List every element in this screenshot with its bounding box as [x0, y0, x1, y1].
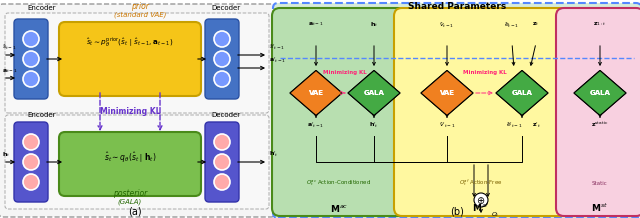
- Text: $\hat{v}_{t-1}$: $\hat{v}_{t-1}$: [440, 20, 454, 30]
- Text: GALA: GALA: [589, 90, 611, 96]
- Text: $\mathbf{a}_{t-1}$: $\mathbf{a}_{t-1}$: [2, 67, 18, 75]
- Text: $\oplus$: $\oplus$: [476, 194, 486, 206]
- Text: Encoder: Encoder: [28, 112, 56, 118]
- Text: $\hat{v}'_{t-1}$: $\hat{v}'_{t-1}$: [438, 120, 455, 130]
- FancyBboxPatch shape: [272, 8, 406, 216]
- FancyBboxPatch shape: [556, 8, 640, 216]
- Circle shape: [23, 134, 39, 150]
- Text: $\hat{s}_{t-1}$: $\hat{s}_{t-1}$: [2, 42, 17, 52]
- Text: Minimizing KL: Minimizing KL: [463, 70, 506, 75]
- FancyBboxPatch shape: [5, 115, 269, 209]
- Text: $\hat{e}_{t-1}$: $\hat{e}_{t-1}$: [504, 20, 520, 30]
- Polygon shape: [290, 70, 342, 116]
- Text: $O_t$: $O_t$: [491, 210, 500, 218]
- Text: $\hat{s}'_{t-1}$: $\hat{s}'_{t-1}$: [269, 42, 285, 52]
- FancyBboxPatch shape: [273, 3, 640, 218]
- Text: $\mathbf{z}'_t$: $\mathbf{z}'_t$: [532, 120, 540, 130]
- Text: Decoder: Decoder: [211, 5, 241, 11]
- Text: Static: Static: [592, 181, 608, 186]
- Circle shape: [23, 71, 39, 87]
- FancyBboxPatch shape: [0, 4, 275, 217]
- Text: prior: prior: [131, 2, 149, 11]
- Text: $\mathbf{h}'_t$: $\mathbf{h}'_t$: [269, 149, 279, 159]
- Text: VAE: VAE: [308, 90, 323, 96]
- Text: Minimizing KL: Minimizing KL: [100, 107, 160, 116]
- FancyBboxPatch shape: [205, 19, 239, 99]
- Text: GALA: GALA: [511, 90, 532, 96]
- Text: posterior: posterior: [113, 189, 147, 198]
- Text: $\mathbf{h}'_t$: $\mathbf{h}'_t$: [369, 120, 379, 130]
- Text: Decoder: Decoder: [211, 112, 241, 118]
- Text: Minimizing KL: Minimizing KL: [323, 70, 367, 75]
- Polygon shape: [348, 70, 400, 116]
- Text: (standard VAE): (standard VAE): [114, 11, 166, 18]
- Text: $\mathbf{h}_t$: $\mathbf{h}_t$: [370, 20, 378, 29]
- Polygon shape: [574, 70, 626, 116]
- Text: $\hat{s}_t \sim p^{\mathrm{prior}}_{\theta}(\hat{s}_t \mid \hat{s}_{t-1}, \mathb: $\hat{s}_t \sim p^{\mathrm{prior}}_{\the…: [86, 35, 173, 49]
- Polygon shape: [496, 70, 548, 116]
- Text: $\hat{e}'_{t-1}$: $\hat{e}'_{t-1}$: [506, 120, 522, 130]
- FancyBboxPatch shape: [14, 122, 48, 202]
- Circle shape: [214, 174, 230, 190]
- FancyBboxPatch shape: [205, 122, 239, 202]
- Text: Shared Parameters: Shared Parameters: [408, 2, 506, 11]
- Circle shape: [214, 31, 230, 47]
- Text: $\mathbf{z}^{\mathrm{static}}$: $\mathbf{z}^{\mathrm{static}}$: [591, 120, 609, 129]
- Text: $\mathbf{a}'_{t-1}$: $\mathbf{a}'_{t-1}$: [307, 120, 324, 130]
- Text: $\mathbf{a}_{t-1}$: $\mathbf{a}_{t-1}$: [308, 20, 324, 28]
- Text: $\mathbf{z}_t$: $\mathbf{z}_t$: [532, 20, 540, 28]
- Text: $\mathbf{a}'_{t-1}$: $\mathbf{a}'_{t-1}$: [269, 55, 286, 65]
- Circle shape: [214, 134, 230, 150]
- Circle shape: [23, 174, 39, 190]
- Circle shape: [474, 193, 488, 207]
- Text: VAE: VAE: [440, 90, 454, 96]
- Circle shape: [23, 154, 39, 170]
- Text: $\hat{s}_t \sim q_{\theta}(\hat{s}_t \mid \mathbf{h}_t)$: $\hat{s}_t \sim q_{\theta}(\hat{s}_t \mi…: [104, 151, 156, 165]
- Text: (b): (b): [450, 206, 464, 216]
- Polygon shape: [290, 70, 342, 116]
- Circle shape: [214, 154, 230, 170]
- Text: GALA: GALA: [364, 90, 385, 96]
- Text: $\mathbf{z}_{1:t}$: $\mathbf{z}_{1:t}$: [593, 20, 607, 28]
- Text: GALA: GALA: [511, 90, 532, 96]
- Text: $O_t^{ac}$ Action-Conditioned: $O_t^{ac}$ Action-Conditioned: [307, 178, 371, 188]
- Text: $\mathbf{M}^{ac}$: $\mathbf{M}^{ac}$: [330, 203, 348, 214]
- Polygon shape: [421, 70, 473, 116]
- Text: GALA: GALA: [589, 90, 611, 96]
- FancyBboxPatch shape: [394, 8, 568, 216]
- Text: $\mathbf{h}_t$: $\mathbf{h}_t$: [2, 150, 10, 159]
- Circle shape: [214, 51, 230, 67]
- Text: $\mathbf{M}^{af}$: $\mathbf{M}^{af}$: [472, 202, 490, 214]
- Circle shape: [214, 71, 230, 87]
- Text: (a): (a): [128, 206, 142, 216]
- Text: $\mathbf{M}^{st}$: $\mathbf{M}^{st}$: [591, 202, 609, 214]
- Polygon shape: [421, 70, 473, 116]
- Polygon shape: [574, 70, 626, 116]
- Polygon shape: [348, 70, 400, 116]
- Text: $O_t^{af}$ Action-Free: $O_t^{af}$ Action-Free: [460, 178, 503, 188]
- Text: Encoder: Encoder: [28, 5, 56, 11]
- FancyBboxPatch shape: [5, 13, 269, 113]
- FancyBboxPatch shape: [59, 22, 201, 96]
- Polygon shape: [496, 70, 548, 116]
- Text: VAE: VAE: [440, 90, 454, 96]
- Circle shape: [23, 31, 39, 47]
- Circle shape: [23, 51, 39, 67]
- Text: (GALA): (GALA): [118, 199, 142, 205]
- Text: VAE: VAE: [308, 90, 323, 96]
- FancyBboxPatch shape: [59, 132, 201, 196]
- Text: GALA: GALA: [364, 90, 385, 96]
- FancyBboxPatch shape: [14, 19, 48, 99]
